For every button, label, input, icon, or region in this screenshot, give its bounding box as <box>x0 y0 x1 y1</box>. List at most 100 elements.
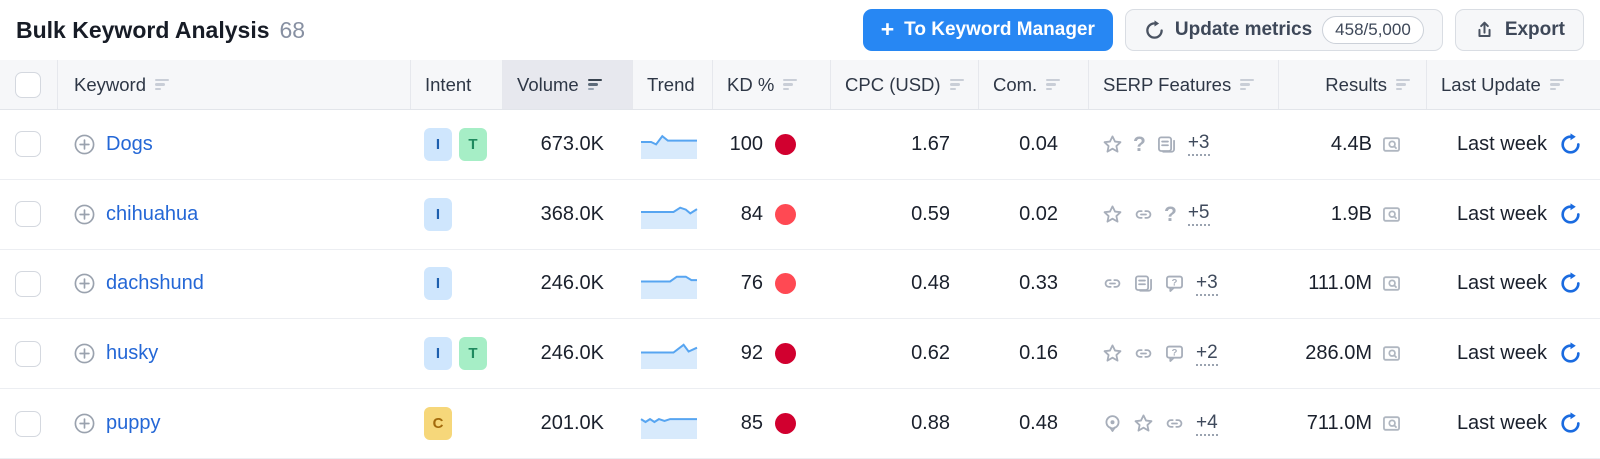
column-label: Intent <box>425 73 472 95</box>
serp-more-link[interactable]: +2 <box>1196 342 1218 366</box>
star-icon <box>1102 134 1123 155</box>
column-header-keyword[interactable]: Keyword <box>57 60 410 109</box>
volume-value: 201.0K <box>540 412 604 435</box>
sort-icon <box>1549 76 1564 93</box>
column-header-serp[interactable]: SERP Features <box>1088 60 1278 109</box>
expand-keyword-icon[interactable] <box>73 342 96 365</box>
results-cell: 711.0M <box>1278 389 1426 458</box>
intent-badge-t: T <box>459 337 487 371</box>
serp-preview-icon[interactable] <box>1381 204 1402 225</box>
refresh-keyword-icon[interactable] <box>1559 133 1582 156</box>
update-quota-badge: 458/5,000 <box>1322 16 1424 44</box>
kd-dot <box>775 133 796 155</box>
table-header-row: Keyword Intent Volume Trend KD % CPC (USD) Com… <box>0 60 1600 110</box>
update-metrics-button[interactable]: Update metrics 458/5,000 <box>1124 9 1443 51</box>
serp-more-link[interactable]: +3 <box>1187 132 1210 157</box>
row-checkbox[interactable] <box>15 131 41 158</box>
serp-preview-icon[interactable] <box>1381 343 1402 364</box>
question-icon: ? <box>1164 202 1177 226</box>
cpc-value: 0.48 <box>911 272 950 295</box>
star-icon <box>1102 343 1123 364</box>
refresh-keyword-icon[interactable] <box>1559 272 1582 295</box>
keyword-cell: puppy <box>57 389 410 458</box>
intent-badge-i: I <box>424 127 452 161</box>
keyword-link[interactable]: husky <box>106 342 159 365</box>
column-label: Volume <box>517 73 579 95</box>
pin-icon <box>1102 413 1123 434</box>
column-label: Last Update <box>1441 73 1541 95</box>
table-row: puppy C 201.0K 85 0.88 0.48 +4 711.0M La… <box>0 389 1600 459</box>
column-header-com[interactable]: Com. <box>978 60 1088 109</box>
kd-cell: 92 <box>712 319 830 388</box>
intent-badge-i: I <box>424 337 452 371</box>
trend-sparkline <box>632 389 712 458</box>
refresh-keyword-icon[interactable] <box>1559 412 1582 435</box>
sort-icon <box>154 76 169 93</box>
expand-keyword-icon[interactable] <box>73 412 96 435</box>
to-keyword-manager-button[interactable]: + To Keyword Manager <box>862 9 1113 51</box>
results-value: 4.4B <box>1330 132 1372 155</box>
serp-features-cell: ? +5 <box>1088 180 1278 249</box>
refresh-keyword-icon[interactable] <box>1559 342 1582 365</box>
intent-badge-i: I <box>424 267 452 301</box>
row-checkbox[interactable] <box>15 201 41 228</box>
keyword-link[interactable]: Dogs <box>106 132 153 155</box>
kd-dot <box>775 413 796 435</box>
keyword-link[interactable]: chihuahua <box>106 202 199 225</box>
question-icon: ? <box>1133 132 1146 156</box>
column-header-volume[interactable]: Volume <box>502 60 632 109</box>
link-icon <box>1102 273 1123 294</box>
toolbar: Bulk Keyword Analysis 68 + To Keyword Ma… <box>0 0 1600 60</box>
svg-text:?: ? <box>1172 348 1178 359</box>
keyword-link[interactable]: dachshund <box>106 272 204 295</box>
keyword-table: Keyword Intent Volume Trend KD % CPC (USD) Com… <box>0 60 1600 459</box>
expand-keyword-icon[interactable] <box>73 133 96 156</box>
last-update-cell: Last week <box>1426 180 1600 249</box>
results-cell: 1.9B <box>1278 180 1426 249</box>
last-update-value: Last week <box>1456 202 1547 225</box>
table-row: dachshund I 246.0K 76 0.48 0.33 ? +3 111.… <box>0 249 1600 320</box>
checkbox-cell <box>0 180 57 249</box>
results-value: 111.0M <box>1308 272 1372 295</box>
select-all-checkbox[interactable] <box>15 71 41 98</box>
column-header-results[interactable]: Results <box>1278 60 1426 109</box>
row-checkbox[interactable] <box>15 270 41 297</box>
serp-more-link[interactable]: +3 <box>1196 272 1218 296</box>
keyword-link[interactable]: puppy <box>106 412 161 435</box>
table-row: chihuahua I 368.0K 84 0.59 0.02 ? +5 1.9B… <box>0 179 1600 250</box>
serp-features-cell: +4 <box>1088 389 1278 458</box>
kd-dot <box>775 343 796 365</box>
sort-icon <box>783 76 798 93</box>
intent-cell: I <box>410 250 502 319</box>
faq-icon: ? <box>1164 273 1185 294</box>
serp-preview-icon[interactable] <box>1381 134 1402 155</box>
column-header-kd[interactable]: KD % <box>712 60 830 109</box>
column-label: KD % <box>727 73 775 95</box>
expand-keyword-icon[interactable] <box>73 272 96 295</box>
link-icon <box>1133 204 1154 225</box>
export-button[interactable]: Export <box>1454 9 1584 51</box>
trend-sparkline <box>632 180 712 249</box>
checkbox-cell <box>0 110 57 179</box>
plus-icon: + <box>880 15 895 42</box>
refresh-keyword-icon[interactable] <box>1559 203 1582 226</box>
svg-text:?: ? <box>1172 278 1178 289</box>
column-header-cpc[interactable]: CPC (USD) <box>830 60 978 109</box>
com-value: 0.48 <box>1019 412 1058 435</box>
serp-more-link[interactable]: +5 <box>1187 202 1210 227</box>
column-label: Trend <box>647 73 695 95</box>
serp-preview-icon[interactable] <box>1381 413 1402 434</box>
expand-keyword-icon[interactable] <box>73 203 96 226</box>
column-header-update[interactable]: Last Update <box>1426 60 1600 109</box>
results-cell: 4.4B <box>1278 110 1426 179</box>
last-update-cell: Last week <box>1426 250 1600 319</box>
last-update-value: Last week <box>1456 342 1547 365</box>
serp-preview-icon[interactable] <box>1381 273 1402 294</box>
serp-more-link[interactable]: +4 <box>1196 412 1218 436</box>
row-checkbox[interactable] <box>15 340 41 367</box>
row-checkbox[interactable] <box>15 410 41 437</box>
com-value: 0.33 <box>1019 272 1058 295</box>
